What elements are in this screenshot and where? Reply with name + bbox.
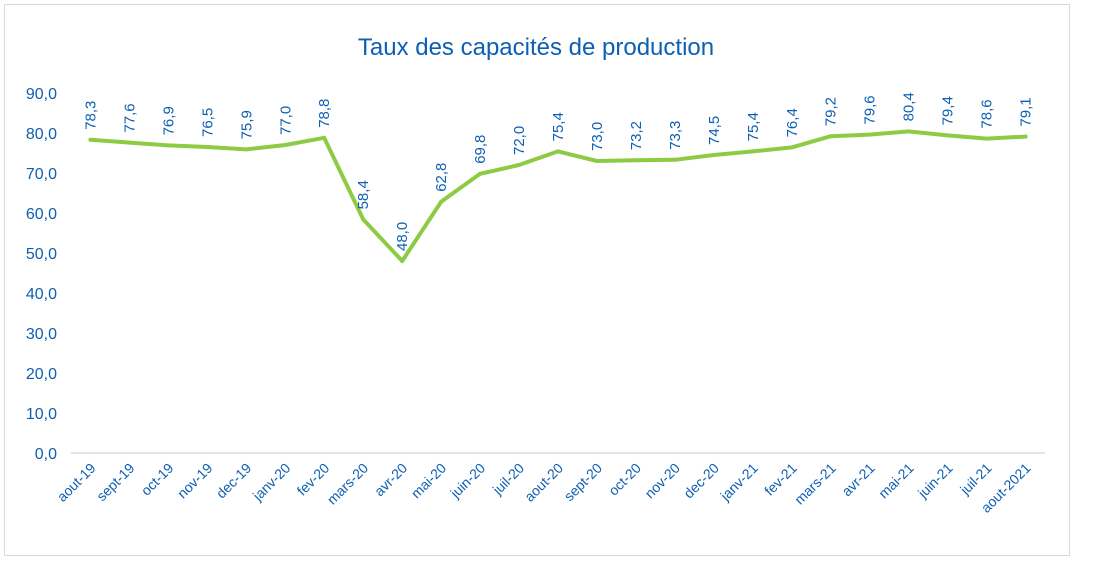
x-tick-label: nov-20	[641, 460, 683, 502]
data-point	[945, 133, 950, 138]
x-tick-label: mai-21	[875, 460, 917, 502]
y-tick-label: 20,0	[26, 366, 57, 383]
data-label: 73,2	[628, 121, 645, 150]
grid-layer	[70, 93, 1046, 453]
data-point	[594, 159, 599, 163]
data-label: 77,0	[277, 106, 294, 135]
data-label: 73,0	[589, 122, 606, 151]
chart-title: Taux des capacités de production	[358, 34, 714, 61]
y-tick-label: 0,0	[35, 446, 57, 463]
y-tick-label: 60,0	[26, 206, 57, 223]
data-point	[88, 137, 93, 142]
data-point	[556, 149, 560, 154]
data-point	[478, 171, 483, 176]
data-point	[828, 134, 833, 139]
y-tick-label: 80,0	[26, 126, 57, 143]
data-label: 75,4	[745, 112, 762, 141]
data-label: 78,8	[316, 99, 333, 128]
data-label: 79,2	[823, 97, 840, 126]
x-tick-label: sept-19	[93, 460, 137, 504]
data-point	[672, 157, 677, 162]
y-tick-label: 40,0	[26, 286, 57, 303]
data-point	[322, 135, 327, 140]
line-chart: Taux des capacités de production 0,0 10,0…	[26, 34, 1046, 516]
data-label: 48,0	[394, 222, 411, 251]
x-tick-label: dec-19	[213, 460, 255, 502]
x-tick-label: aout-20	[521, 460, 566, 505]
data-label: 74,5	[706, 116, 723, 145]
data-label: 73,3	[667, 121, 684, 150]
axis-layer: 0,0 10,0 20,0 30,0 40,0 50,0 60,0 70,0 80,0 90,0 a…	[26, 86, 1045, 516]
data-label: 76,5	[199, 108, 216, 137]
y-tick-label: 10,0	[26, 406, 57, 423]
data-point	[439, 199, 444, 204]
data-point	[517, 163, 522, 167]
x-tick-label: nov-19	[174, 460, 216, 502]
data-point	[711, 153, 716, 157]
data-label: 79,4	[940, 96, 957, 125]
y-tick-label: 30,0	[26, 326, 57, 343]
data-point	[1023, 134, 1028, 139]
data-point	[984, 136, 989, 141]
data-point	[361, 217, 366, 222]
data-point	[205, 145, 210, 149]
data-point	[127, 140, 132, 145]
data-point	[789, 145, 794, 150]
data-label: 72,0	[511, 126, 528, 155]
x-tick-label: oct-20	[605, 460, 644, 499]
data-point	[166, 143, 171, 148]
data-point	[283, 143, 288, 147]
x-tick-label: aout-19	[54, 460, 99, 505]
data-label: 58,4	[355, 180, 372, 209]
x-tick-label: oct-19	[138, 460, 177, 499]
data-label: 78,3	[82, 101, 99, 130]
x-tick-label: janv-20	[249, 460, 294, 505]
data-label-layer: 78,3 77,6 76,9 76,5 75,9 77,0 78,8 58,4 48,0 62,8…	[82, 92, 1034, 251]
x-tick-label: avr-21	[838, 460, 878, 500]
x-tick-label: sept-20	[561, 460, 605, 504]
series-layer	[88, 129, 1028, 263]
x-tick-label: mars-20	[324, 460, 372, 508]
data-label: 76,9	[160, 106, 177, 135]
data-point	[400, 259, 405, 263]
data-point	[867, 132, 872, 137]
x-tick-label: mai-20	[408, 460, 450, 502]
x-tick-label: janv-21	[716, 460, 761, 505]
data-point	[906, 129, 911, 134]
data-label: 80,4	[901, 92, 918, 121]
data-point	[244, 147, 249, 152]
x-tick-label: dec-20	[680, 460, 722, 502]
data-label: 75,4	[550, 112, 567, 141]
y-tick-label: 90,0	[26, 86, 57, 103]
data-label: 62,8	[433, 163, 450, 192]
y-tick-label: 50,0	[26, 246, 57, 263]
data-label: 69,8	[472, 135, 489, 164]
x-tick-label: juin-21	[914, 460, 956, 502]
chart-frame: Taux des capacités de production 0,0 10,0…	[4, 4, 1070, 556]
data-label: 76,4	[784, 108, 801, 137]
x-tick-label: mars-21	[791, 460, 839, 508]
x-tick-label: avr-20	[371, 460, 411, 500]
data-point	[633, 158, 638, 163]
data-label: 78,6	[979, 99, 996, 128]
x-tick-label: juin-20	[446, 460, 488, 502]
data-label: 79,1	[1018, 97, 1035, 126]
data-label: 75,9	[238, 110, 255, 139]
y-tick-label: 70,0	[26, 166, 57, 183]
data-label: 77,6	[121, 103, 138, 132]
data-label: 79,6	[862, 95, 879, 124]
data-point	[750, 149, 755, 154]
